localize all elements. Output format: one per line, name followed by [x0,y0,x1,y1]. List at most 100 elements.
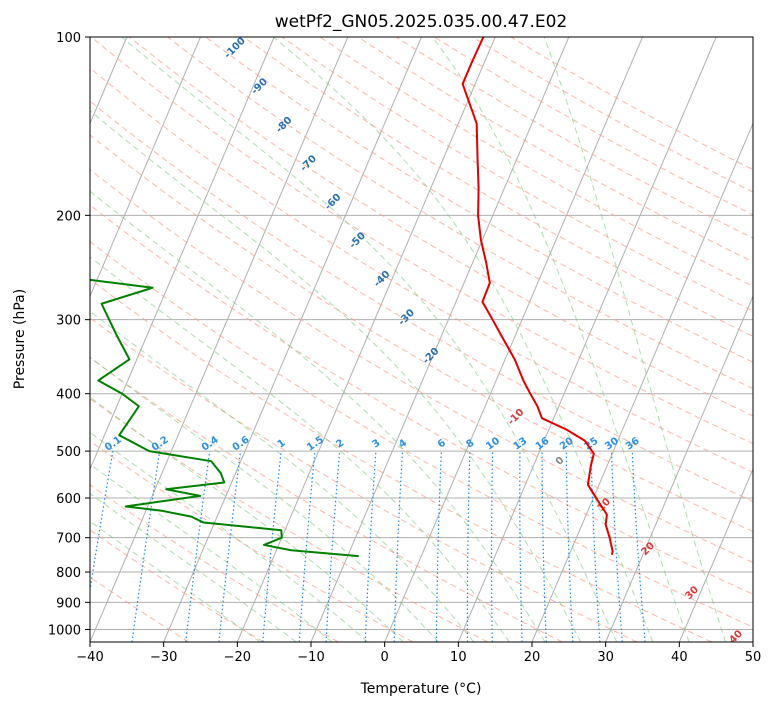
dry-adiabat-label: -70 [298,153,319,174]
dewpoint-profile-line [90,278,359,558]
dry-adiabat-line [90,278,712,642]
mixing-ratio-line [435,451,442,642]
moist-adiabat-line [90,310,475,642]
mixing-ratio-label: 36 [624,436,642,453]
chart-title: wetPf2_GN05.2025.035.00.47.E02 [275,12,567,32]
isotherm-line [90,37,349,642]
y-axis-label: Pressure (hPa) [12,289,28,389]
dry-adiabat-line [243,37,753,337]
x-tick-label: −40 [76,650,103,665]
mixing-ratio-line [185,451,211,642]
temperature-profile-line [461,37,614,555]
dry-adiabat-line [167,37,753,390]
mixing-ratio-label: 20 [558,436,576,453]
y-tick-label: 400 [56,388,81,403]
mixing-ratio-label: 30 [603,436,621,453]
y-tick-label: 600 [56,492,81,507]
mixing-ratio-label: 13 [512,436,530,453]
mixing-ratio-line [90,450,114,594]
x-tick-label: 40 [671,650,688,665]
dry-adiabat-label: -60 [323,192,344,213]
dry-adiabat-line [205,37,753,363]
moist-adiabat-line [90,492,297,642]
mixing-ratio-line [590,451,601,642]
isotherm-line [752,640,753,642]
y-tick-label: 500 [56,445,81,460]
moist-adiabat-line [90,256,510,642]
isotherm-line [605,295,753,642]
isotherm-line [163,37,422,642]
dry-adiabat-label: -40 [372,269,393,290]
mixing-ratio-label: 2 [334,438,346,451]
dry-adiabat-line [90,134,753,533]
moist-adiabat-line [90,431,369,642]
mixing-ratio-line [610,451,623,642]
mixing-ratio-label: 8 [464,438,476,451]
dry-adiabat-line [357,37,753,263]
x-tick-label: 20 [524,650,541,665]
y-tick-label: 100 [56,31,81,46]
moist-adiabat-line [90,356,439,642]
mixing-ratio-line [298,451,316,642]
dry-adiabat-line [90,356,563,642]
dry-adiabat-label: -100 [222,35,248,61]
moist-adiabat-line [543,37,727,642]
dry-adiabat-label: -80 [274,115,295,136]
dry-adiabat-line [90,529,264,642]
isotherm-line [384,37,643,642]
isotherm-line [90,37,275,471]
moist-adiabat-line [273,37,654,642]
plot-frame [89,36,754,643]
mixing-ratio-line [466,451,471,642]
moist-adiabat-line [90,190,546,642]
dry-adiabat-line [90,37,753,445]
mixing-ratio-line [131,451,161,642]
mixing-ratio-line [364,451,377,642]
moist-adiabat-line [90,396,404,642]
moist-adiabat-line [90,520,261,642]
dry-adiabat-label: -90 [249,76,270,97]
mixing-ratio-label: 10 [484,436,502,453]
dry-adiabat-label: -20 [421,346,442,367]
dry-adiabat-label: 30 [683,584,701,602]
x-axis-label: Temperature (°C) [360,681,482,697]
x-tick-label: 10 [450,650,467,665]
x-tick-label: −10 [297,650,324,665]
dry-adiabat-line [90,168,753,564]
mixing-ratio-label: 4 [397,438,409,451]
isotherm-line [531,122,753,642]
mixing-ratio-label: 3 [370,438,382,451]
dry-adiabat-line [129,37,753,417]
moist-adiabat-line [431,37,690,642]
dry-adiabat-line [90,576,190,642]
x-tick-label: −30 [150,650,177,665]
isotherm-line [236,37,496,642]
y-tick-label: 1000 [48,623,81,638]
mixing-ratio-line [490,451,494,642]
x-tick-label: −20 [224,650,251,665]
isotherm-line [457,37,717,642]
isotherm-line [678,467,753,642]
x-tick-label: 50 [745,650,762,665]
x-tick-label: 30 [597,650,614,665]
dry-adiabat-label: 0 [554,455,567,468]
dry-adiabat-line [90,440,414,642]
dry-adiabat-line [90,100,753,503]
dry-adiabat-line [90,397,488,642]
y-tick-label: 200 [56,209,81,224]
dry-adiabat-line [90,484,339,642]
moist-adiabat-line [90,463,333,642]
y-tick-label: 700 [56,532,81,547]
isotherm-line [90,37,201,298]
mixing-ratio-line [218,451,242,642]
moist-adiabat-line [121,37,618,642]
dry-adiabat-line [434,37,753,216]
dry-adiabat-line [90,241,753,628]
mixing-ratio-line [519,451,523,642]
dry-adiabat-line [90,204,753,595]
dry-adiabat-label: 40 [727,628,745,646]
y-tick-label: 800 [56,566,81,581]
mixing-ratio-line [262,451,282,642]
